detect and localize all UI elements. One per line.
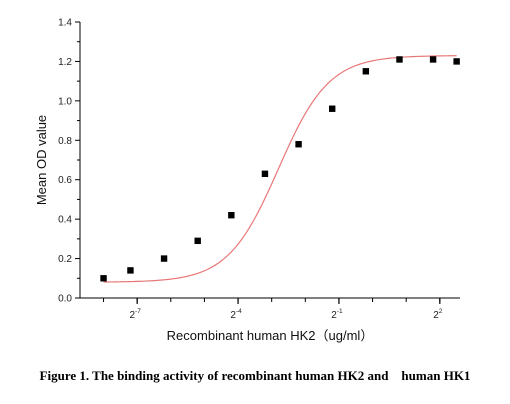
- data-point: [261, 170, 269, 177]
- data-point: [396, 56, 403, 63]
- data-point: [453, 58, 460, 65]
- data-point: [329, 105, 336, 112]
- x-tick-label: 2-1: [331, 308, 343, 321]
- data-point: [429, 56, 437, 63]
- data-point: [100, 275, 107, 282]
- y-tick-label: 0.2: [58, 254, 72, 265]
- chart: 0.0 0.2 0.4 0.6 0.8 1.0 1.2 1.4 2-7 2-4 2-1 22 Reco…: [34, 18, 460, 343]
- y-axis-title: Mean OD value: [34, 115, 49, 205]
- x-tick-label: 22: [433, 308, 443, 321]
- data-point: [160, 255, 168, 262]
- y-tick-label: 0.6: [58, 175, 72, 186]
- x-axis-title: Recombinant human HK2（ug/ml）: [167, 328, 374, 343]
- data-points: [100, 56, 460, 282]
- fit-curve-layer: [103, 55, 457, 283]
- y-tick-label: 1.0: [58, 96, 72, 107]
- data-point: [362, 68, 370, 75]
- y-tick-label: 0.8: [58, 136, 72, 147]
- y-tick-label: 0.4: [58, 215, 72, 226]
- y-tick-label: 0.0: [58, 294, 72, 305]
- data-point: [194, 237, 201, 245]
- y-tick-label: 1.2: [58, 57, 72, 68]
- data-point: [127, 267, 134, 274]
- y-tick-label: 1.4: [58, 18, 72, 29]
- data-point: [295, 141, 302, 148]
- x-tick-label: 2-7: [129, 308, 141, 321]
- axes: 0.0 0.2 0.4 0.6 0.8 1.0 1.2 1.4 2-7 2-4 2-1 22: [58, 18, 460, 321]
- data-point: [228, 212, 235, 219]
- figure-caption: Figure 1. The binding activity of recomb…: [39, 368, 471, 383]
- x-tick-label: 2-4: [230, 308, 242, 321]
- fit-curve: [103, 55, 457, 283]
